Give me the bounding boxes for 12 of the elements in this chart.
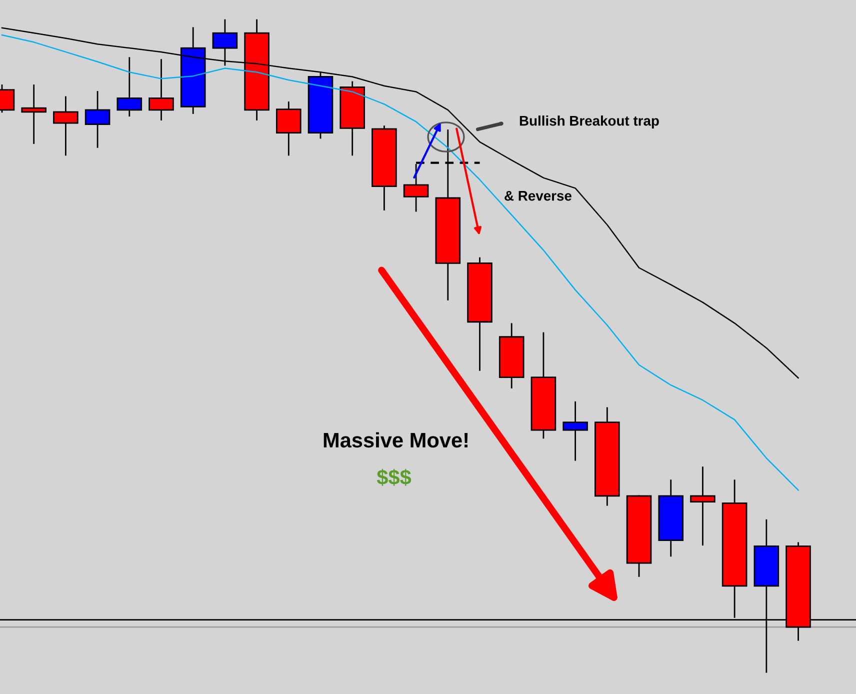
candlestick: [21, 84, 46, 144]
candlestick: [690, 466, 716, 546]
candlestick: [53, 96, 78, 156]
candlestick: [276, 101, 302, 156]
annotation: $$$: [376, 468, 412, 486]
annotation: Bullish Breakout trap: [520, 116, 659, 128]
candlestick: [148, 59, 174, 120]
candlestick: [562, 401, 588, 461]
annotation: & Reverse: [504, 190, 572, 201]
candlestick: [116, 57, 142, 117]
annotation: Massive Move!: [324, 432, 468, 448]
candlestick: [84, 91, 110, 148]
